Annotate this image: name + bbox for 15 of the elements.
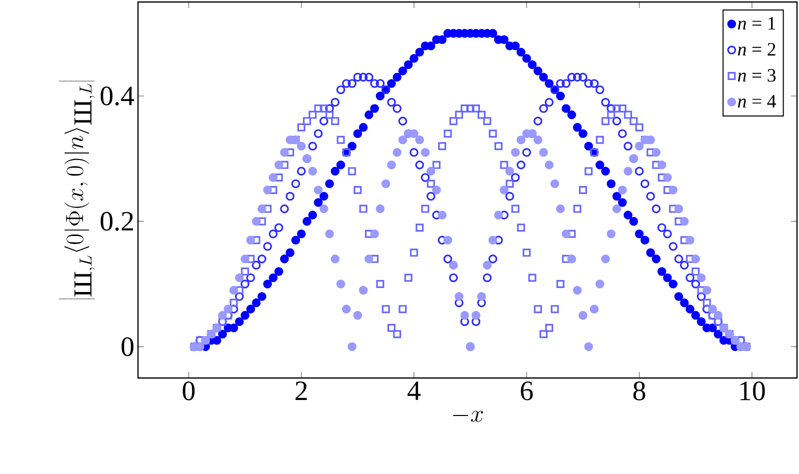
y-tick-label: 0.4 bbox=[100, 86, 134, 106]
x-tick-label: 4 bbox=[408, 382, 421, 400]
y-tick-label: 0 bbox=[122, 337, 134, 356]
legend-label: n = 2 bbox=[738, 42, 776, 56]
x-tick-label: 6 bbox=[520, 382, 533, 400]
y-tick-label: 0.2 bbox=[100, 212, 133, 231]
x-tick-label: 8 bbox=[633, 382, 646, 400]
legend-label: n = 4 bbox=[738, 95, 776, 108]
legend-label: n = 1 bbox=[738, 17, 776, 30]
x-tick-label: 2 bbox=[296, 382, 307, 400]
y-axis-title: $\left|{}_{\mbox{Ш},L}\langle 0|\Phi(x,0)|n\rangle_{\mbox{Ш},L}\right|$ bbox=[58, 80, 95, 300]
legend-label: n = 3 bbox=[738, 69, 776, 82]
x-axis-title: $-x$ bbox=[453, 410, 483, 422]
x-tick-label: 0 bbox=[182, 382, 195, 400]
x-tick-label: 10 bbox=[740, 382, 765, 400]
